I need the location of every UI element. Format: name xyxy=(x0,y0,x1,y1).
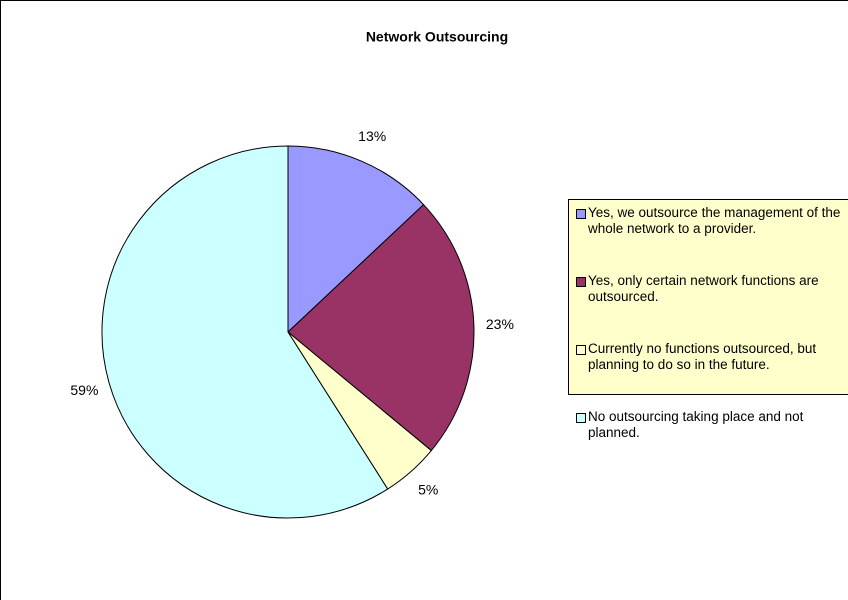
legend-label: Yes, we outsource the management of the … xyxy=(588,205,841,236)
legend-swatch xyxy=(576,209,586,219)
data-label: 59% xyxy=(70,382,98,398)
pie-slice xyxy=(101,145,389,519)
legend-item: Yes, only certain network functions are … xyxy=(576,273,848,305)
legend-label: No outsourcing taking place and not plan… xyxy=(588,409,804,440)
legend-swatch xyxy=(576,345,586,355)
data-label: 23% xyxy=(486,316,514,332)
data-label: 5% xyxy=(418,482,438,498)
legend: Yes, we outsource the management of the … xyxy=(568,199,848,440)
legend-item: Yes, we outsource the management of the … xyxy=(576,205,848,237)
legend-swatch xyxy=(576,413,586,423)
legend-label: Yes, only certain network functions are … xyxy=(588,273,819,304)
legend-item: No outsourcing taking place and not plan… xyxy=(576,409,848,441)
data-label: 13% xyxy=(358,128,386,144)
legend-label: Currently no functions outsourced, but p… xyxy=(588,341,817,372)
legend-swatch xyxy=(576,277,586,287)
pie-slice xyxy=(287,145,425,334)
legend-item: Currently no functions outsourced, but p… xyxy=(576,341,848,373)
pie-slice xyxy=(287,203,475,452)
chart-title: Network Outsourcing xyxy=(366,29,508,45)
